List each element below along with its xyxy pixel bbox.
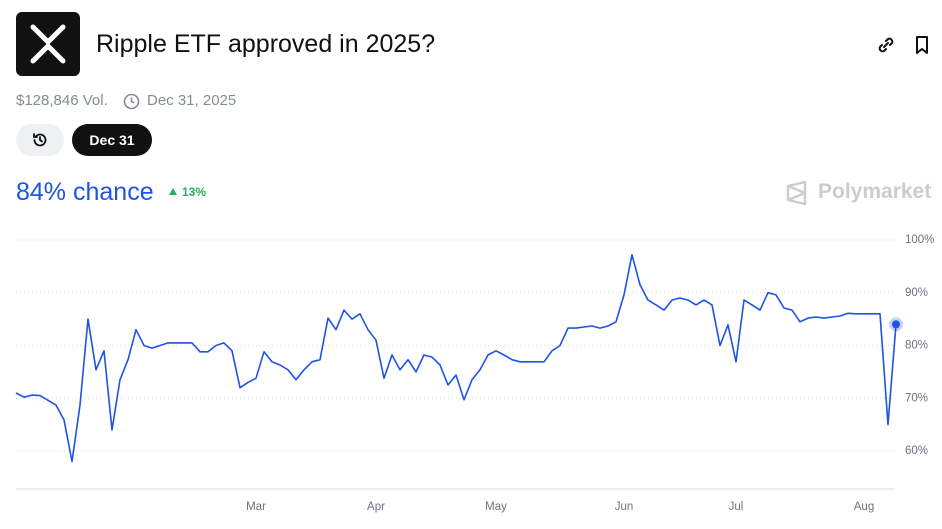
x-tick-label: Jul [729,501,744,513]
up-arrow [169,188,177,195]
icon-glyph [30,24,66,64]
brand-logo [786,180,807,206]
x-tick-label: Apr [367,501,385,513]
current-point [892,320,900,329]
price-chart: 60% 70% 80% 90% 100% Mar Apr May Jun Jul Aug [15,234,934,513]
y-tick-label: 90% [905,287,928,299]
market-icon [16,12,80,76]
volume: $128,846 Vol. [16,92,108,109]
y-tick-label: 80% [905,340,928,352]
brand: Polymarket [818,180,932,203]
price-line [15,254,897,463]
date-button[interactable]: Dec 31 [72,124,152,156]
chance: 84% chance [16,178,154,206]
y-tick-label: 60% [905,445,928,457]
x-tick-label: Jun [615,501,634,513]
clock-icon [123,93,140,110]
link-button[interactable] [875,34,897,56]
end-date: Dec 31, 2025 [147,92,237,109]
x-tick-label: Mar [246,501,266,513]
y-tick-label: 70% [905,392,928,404]
y-tick-label: 100% [905,234,934,246]
history-icon [33,133,47,147]
market-title: Ripple ETF approved in 2025? [96,30,436,58]
bookmark-button[interactable] [911,34,933,56]
x-tick-label: May [485,501,507,513]
chance-change: 13% [182,185,207,199]
history-button[interactable] [16,124,64,156]
x-tick-label: Aug [854,501,874,513]
